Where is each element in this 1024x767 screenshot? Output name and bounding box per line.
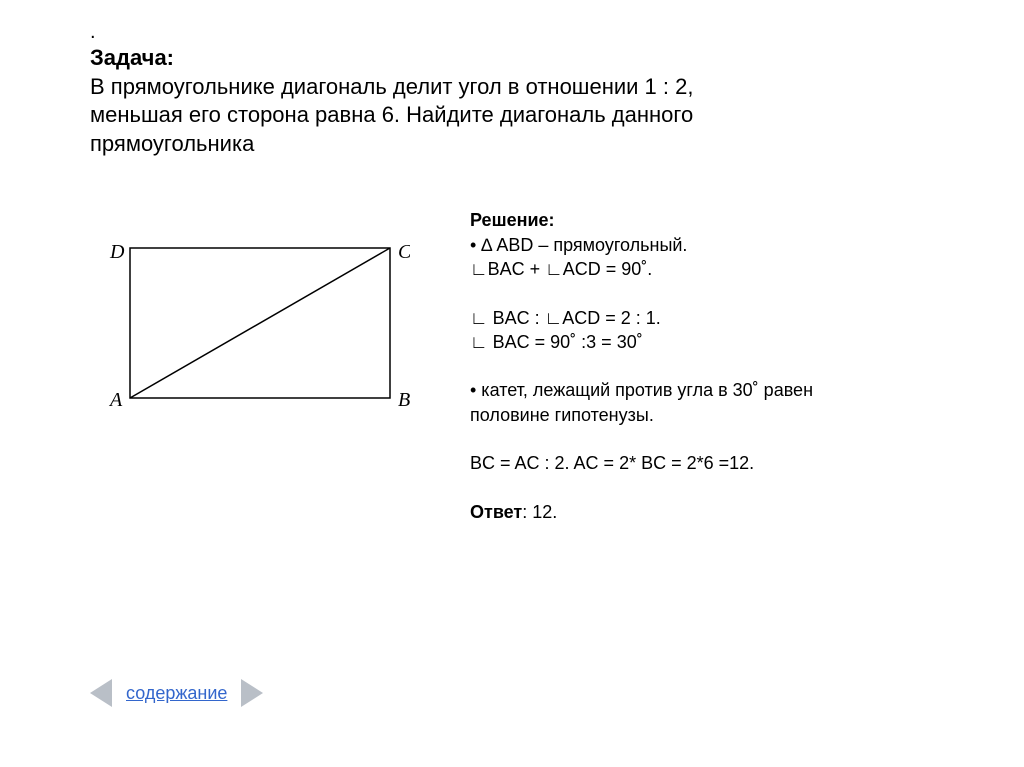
toc-link[interactable]: содержание (126, 683, 227, 704)
solution-line-2: ∟BAC + ∟ACD = 90˚. (470, 257, 934, 281)
solution-line-5: • катет, лежащий против угла в 30˚ равен (470, 378, 934, 402)
diagram-label-a: A (108, 389, 123, 411)
next-arrow-icon[interactable] (241, 679, 263, 707)
diagram-label-b: B (398, 389, 410, 411)
solution-heading: Решение: (470, 208, 934, 232)
task-line-1: В прямоугольнике диагональ делит угол в … (90, 73, 934, 102)
answer-label: Ответ (470, 502, 522, 522)
solution-block: Решение: • ∆ ABD – прямоугольный. ∟BAC +… (470, 208, 934, 524)
intro-dot: . (90, 20, 934, 44)
solution-line-4: ∟ BAC = 90˚ :3 = 30˚ (470, 330, 934, 354)
nav-row: содержание (90, 679, 263, 707)
task-heading: Задача: (90, 44, 934, 73)
solution-line-1: • ∆ ABD – прямоугольный. (470, 233, 934, 257)
diagram-container: D C A B (90, 208, 410, 524)
prev-arrow-icon[interactable] (90, 679, 112, 707)
solution-line-7: BC = AC : 2. AC = 2* BC = 2*6 =12. (470, 451, 934, 475)
diagram-diagonal (130, 248, 390, 398)
answer-value: : 12. (522, 502, 557, 522)
answer-line: Ответ: 12. (470, 500, 934, 524)
diagram-label-c: C (398, 241, 410, 263)
task-line-3: прямоугольника (90, 130, 934, 159)
diagram-label-d: D (109, 241, 125, 263)
solution-line-6: половине гипотенузы. (470, 403, 934, 427)
rectangle-diagram: D C A B (90, 228, 410, 428)
task-line-2: меньшая его сторона равна 6. Найдите диа… (90, 101, 934, 130)
solution-line-3: ∟ BAC : ∟ACD = 2 : 1. (470, 306, 934, 330)
